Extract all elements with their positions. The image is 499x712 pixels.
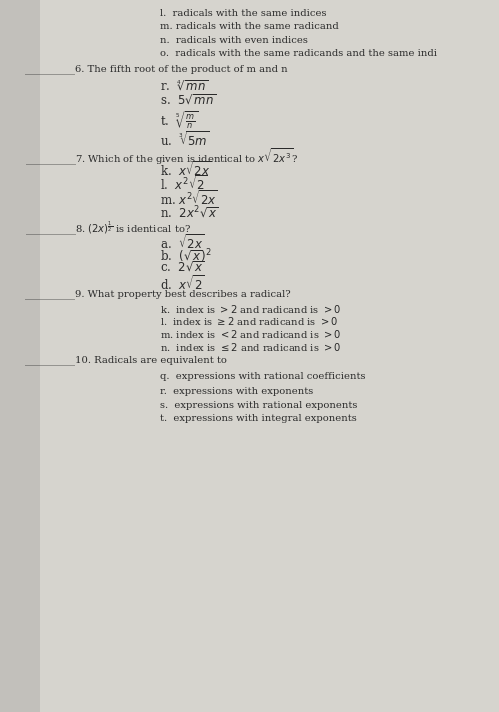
Text: t.  $\sqrt[5]{\frac{m}{n}}$: t. $\sqrt[5]{\frac{m}{n}}$ (160, 110, 198, 132)
Text: d.  $x\sqrt{2}$: d. $x\sqrt{2}$ (160, 274, 205, 293)
Text: __________7. Which of the given is identical to $x\sqrt{2x^3}$?: __________7. Which of the given is ident… (25, 146, 298, 167)
Text: l.  $x^2\sqrt{2}$: l. $x^2\sqrt{2}$ (160, 174, 207, 192)
Text: __________10. Radicals are equivalent to: __________10. Radicals are equivalent to (25, 355, 227, 365)
Text: u.  $\sqrt[3]{5m}$: u. $\sqrt[3]{5m}$ (160, 130, 209, 149)
Text: n.  $2x^2\sqrt{x}$: n. $2x^2\sqrt{x}$ (160, 204, 219, 221)
Text: t.  expressions with integral exponents: t. expressions with integral exponents (160, 414, 356, 424)
Text: b.  $(\sqrt{x})^2$: b. $(\sqrt{x})^2$ (160, 247, 212, 265)
Text: __________9. What property best describes a radical?: __________9. What property best describe… (25, 289, 290, 299)
Text: m. $x^2\sqrt{2x}$: m. $x^2\sqrt{2x}$ (160, 189, 218, 208)
Text: o.  radicals with the same radicands and the same indi: o. radicals with the same radicands and … (160, 49, 437, 58)
Text: m. radicals with the same radicand: m. radicals with the same radicand (160, 22, 338, 31)
Text: k.  index is $> 2$ and radicand is $> 0$: k. index is $> 2$ and radicand is $> 0$ (160, 303, 341, 315)
Text: a.  $\sqrt{2x}$: a. $\sqrt{2x}$ (160, 233, 204, 251)
FancyBboxPatch shape (0, 0, 40, 712)
Text: c.  $2\sqrt{x}$: c. $2\sqrt{x}$ (160, 261, 204, 275)
Text: k.  $x\sqrt{2x}$: k. $x\sqrt{2x}$ (160, 160, 211, 179)
Text: l.  radicals with the same indices: l. radicals with the same indices (160, 9, 326, 18)
Text: __________6. The fifth root of the product of m and n: __________6. The fifth root of the produ… (25, 64, 287, 74)
Text: r.  expressions with exponents: r. expressions with exponents (160, 387, 313, 397)
Text: r.  $\sqrt[4]{mn}$: r. $\sqrt[4]{mn}$ (160, 80, 208, 94)
Text: q.  expressions with rational coefficients: q. expressions with rational coefficient… (160, 372, 365, 382)
Text: s.  expressions with rational exponents: s. expressions with rational exponents (160, 401, 357, 410)
Text: l.  index is $\geq 2$ and radicand is $> 0$: l. index is $\geq 2$ and radicand is $> … (160, 315, 338, 328)
Text: m. index is $< 2$ and radicand is $> 0$: m. index is $< 2$ and radicand is $> 0$ (160, 328, 341, 340)
Text: n.  radicals with even indices: n. radicals with even indices (160, 36, 307, 45)
Text: s.  $5\sqrt{mn}$: s. $5\sqrt{mn}$ (160, 93, 216, 108)
Text: n.  index is $\leq 2$ and radicand is $> 0$: n. index is $\leq 2$ and radicand is $> … (160, 341, 341, 353)
Text: __________8. $(2x)^{\frac{1}{2}}$ is identical to?: __________8. $(2x)^{\frac{1}{2}}$ is ide… (25, 219, 191, 237)
